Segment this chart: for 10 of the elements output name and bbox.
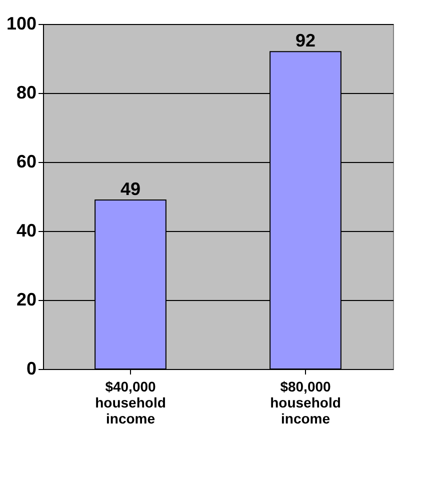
x-tick-label: $80,000 household income (270, 378, 341, 426)
data-label: 92 (295, 30, 316, 51)
y-tick-label: 40 (16, 220, 36, 240)
y-tick-label: 100 (6, 14, 36, 34)
data-label: 49 (120, 178, 141, 199)
y-tick-label: 60 (16, 152, 36, 172)
y-tick-label: 80 (16, 82, 36, 102)
y-tick-label: 0 (26, 358, 36, 378)
x-tick-label: $40,000 household income (95, 378, 166, 426)
y-tick-label: 20 (16, 290, 36, 310)
